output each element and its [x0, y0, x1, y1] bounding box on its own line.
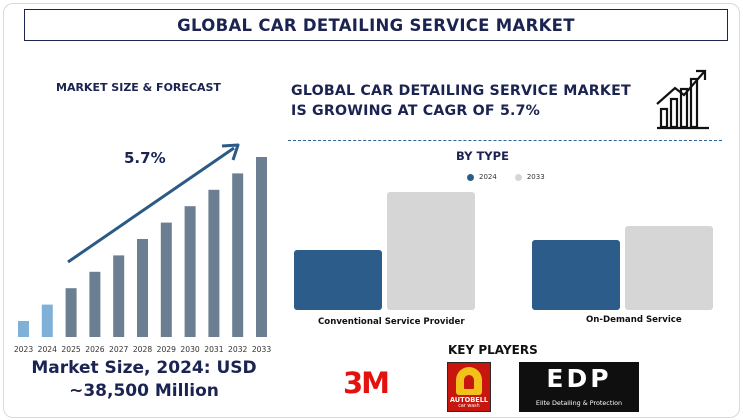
legend-label-2024: 2024	[479, 173, 497, 181]
legend-swatch-2033	[515, 174, 522, 181]
forecast-bar-2024	[42, 305, 53, 337]
forecast-bar-2032	[232, 173, 243, 337]
category-label-on-demand: On-Demand Service	[586, 315, 682, 325]
forecast-bar-2025	[66, 288, 77, 337]
type-bar-2024-1	[532, 240, 620, 310]
type-bar-2033-0	[387, 192, 475, 310]
forecast-tick-label: 2023	[14, 345, 33, 354]
by-type-heading: BY TYPE	[456, 149, 509, 163]
forecast-bar-2031	[208, 190, 219, 337]
growth-chart-icon	[657, 71, 709, 128]
logo-autobell: AUTOBELL car wash	[447, 362, 491, 412]
legend-swatch-2024	[467, 174, 474, 181]
key-players-heading: KEY PLAYERS	[448, 343, 538, 357]
forecast-tick-label: 2025	[61, 345, 80, 354]
forecast-bar-2023	[18, 321, 29, 337]
forecast-chart: 2023 2024 2025 2026 2027 2028 2029 2030 2031 2032…	[14, 157, 271, 354]
forecast-tick-label: 2033	[252, 345, 271, 354]
forecast-tick-label: 2026	[85, 345, 104, 354]
forecast-tick-label: 2032	[228, 345, 247, 354]
edp-mark: EDP	[519, 364, 639, 393]
by-type-chart	[294, 192, 713, 310]
autobell-tagline: car wash	[448, 404, 490, 409]
section-divider	[288, 140, 722, 141]
category-label-conventional: Conventional Service Provider	[318, 317, 465, 327]
legend-item-2033: 2033	[515, 173, 545, 181]
forecast-bar-2029	[161, 223, 172, 337]
forecast-bar-2033	[256, 157, 267, 337]
autobell-name: AUTOBELL	[448, 396, 490, 404]
legend-item-2024: 2024	[467, 173, 497, 181]
bell-icon	[456, 367, 482, 395]
forecast-tick-label: 2029	[157, 345, 176, 354]
type-bar-2033-1	[625, 226, 713, 310]
forecast-tick-label: 2024	[38, 345, 57, 354]
forecast-tick-label: 2030	[180, 345, 199, 354]
forecast-bar-2028	[137, 239, 148, 337]
by-type-legend: 2024 2033	[467, 173, 563, 181]
logo-3m: 3M	[343, 366, 388, 400]
forecast-bar-2026	[89, 272, 100, 337]
forecast-tick-label: 2028	[133, 345, 152, 354]
logo-edp: EDP Elite Detailing & Protection	[519, 362, 639, 412]
forecast-bar-2030	[185, 206, 196, 337]
type-bar-2024-0	[294, 250, 382, 310]
forecast-tick-label: 2031	[204, 345, 223, 354]
market-size-value: Market Size, 2024: USD ~38,500 Million	[10, 357, 278, 403]
forecast-bar-2027	[113, 255, 124, 337]
forecast-tick-label: 2027	[109, 345, 128, 354]
edp-tagline: Elite Detailing & Protection	[519, 399, 639, 407]
legend-label-2033: 2033	[527, 173, 545, 181]
